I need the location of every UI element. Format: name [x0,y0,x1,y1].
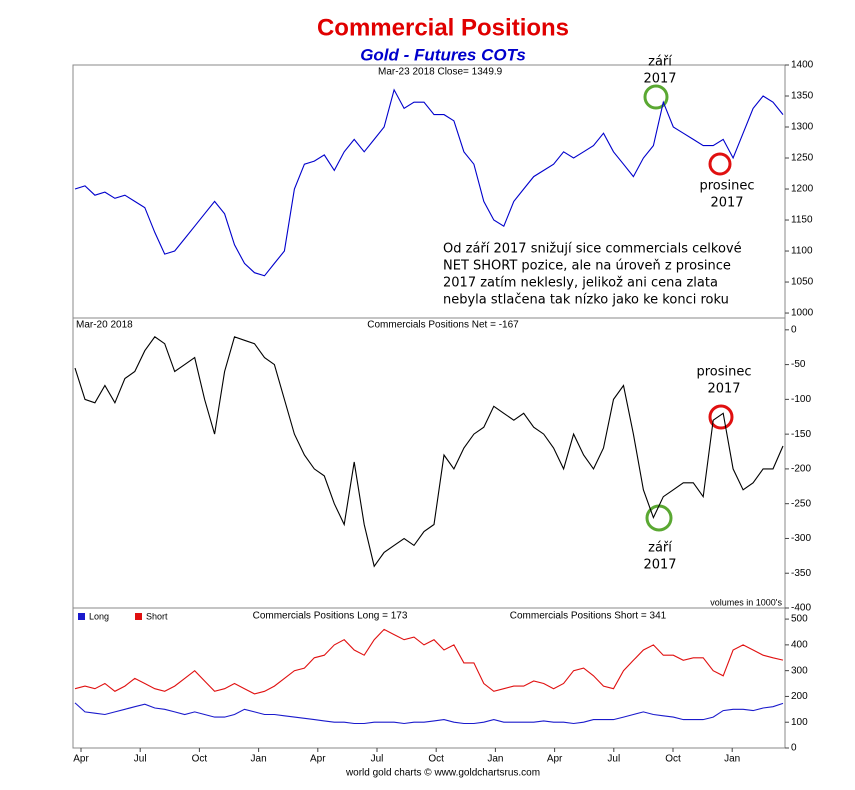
annotation: prosinec [696,365,751,380]
panel-header: Mar-23 2018 Close= 1349.9 [378,67,503,78]
x-tick-label: Oct [428,754,444,765]
legend-swatch [78,613,85,620]
y-tick-label: -150 [791,429,811,440]
y-tick-label: -300 [791,533,811,544]
y-tick-label: 300 [791,665,808,676]
y-tick-label: 1050 [791,277,814,288]
data-line [74,702,784,725]
y-tick-label: 200 [791,691,808,702]
x-tick-label: Oct [192,754,208,765]
y-tick-label: -100 [791,394,811,405]
chart-title: Commercial Positions [317,14,569,41]
y-tick-label: 1350 [791,91,814,102]
annotation: prosinec [699,179,754,194]
annotation: nebyla stlačena tak nízko jako ke konci … [443,293,729,308]
panel-header: Commercials Positions Long = 173 [253,611,408,622]
data-line [74,88,784,277]
y-tick-label: 1000 [791,308,814,319]
annotation: 2017 [707,382,740,397]
annotation: 2017 [710,196,743,211]
annotation: 2017 [643,72,676,87]
panel-header: Mar-20 2018 [76,320,133,331]
y-tick-label: -250 [791,498,811,509]
x-tick-label: Apr [547,754,563,765]
data-line [74,628,784,695]
y-tick-label: 1200 [791,184,814,195]
chart-subtitle: Gold - Futures COTs [360,45,526,64]
legend-label: Short [146,611,168,621]
y-tick-label: 1250 [791,153,814,164]
legend-label: Long [89,611,109,621]
x-tick-label: Apr [310,754,326,765]
y-tick-label: -200 [791,464,811,475]
panel-header: Commercials Positions Net = -167 [367,320,519,331]
y-tick-label: 1400 [791,60,814,71]
long-short-panel [72,607,786,749]
data-line [74,336,784,568]
y-tick-label: -50 [791,359,806,370]
x-tick-label: Jul [607,754,620,765]
units-note: volumes in 1000's [710,597,782,607]
annotation: 2017 zatím neklesly, jelikož ani cena zl… [443,276,718,291]
x-tick-label: Jul [371,754,384,765]
y-tick-label: -400 [791,603,811,614]
y-tick-label: 500 [791,614,808,625]
y-tick-label: 1150 [791,215,813,226]
annotation: Od září 2017 snižují sice commercials ce… [443,242,742,257]
annotation: NET SHORT pozice, ale na úroveň z prosin… [443,259,731,274]
x-tick-label: Jan [724,754,740,765]
panel-header: Commercials Positions Short = 341 [510,611,667,622]
x-tick-label: Jul [134,754,147,765]
y-tick-label: 100 [791,717,808,728]
y-tick-label: 1100 [791,246,813,257]
x-tick-label: Jan [487,754,503,765]
x-tick-label: Jan [251,754,267,765]
annotation: září [648,55,672,70]
y-tick-label: 0 [791,324,797,335]
x-tick-label: Apr [73,754,89,765]
footer: world gold charts © www.goldchartsrus.co… [345,768,540,779]
highlight-circle [708,152,732,176]
y-tick-label: 400 [791,640,808,651]
x-tick-label: Oct [665,754,681,765]
net-panel [72,317,786,609]
annotation: 2017 [643,558,676,573]
annotation: září [648,541,672,556]
legend-swatch [135,613,142,620]
y-tick-label: 0 [791,743,797,754]
price-panel [72,64,786,319]
highlight-circle [643,84,669,110]
highlight-circle [708,404,734,430]
y-tick-label: -350 [791,568,811,579]
y-tick-label: 1300 [791,122,814,133]
